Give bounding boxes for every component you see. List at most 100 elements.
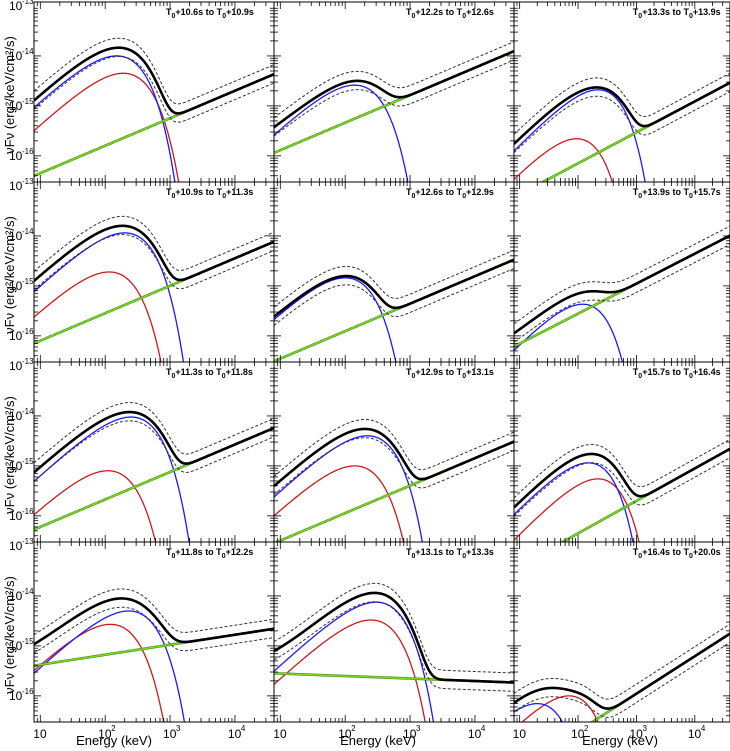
panel: T0+12.9s to T0+13.1s bbox=[273, 361, 515, 543]
y-tick-label: 10 bbox=[9, 329, 23, 343]
x-tick-label-exp: 2 bbox=[111, 724, 116, 733]
curves bbox=[34, 215, 274, 362]
curves bbox=[274, 41, 514, 182]
total-model-line bbox=[274, 258, 514, 318]
panel-title: T0+12.9s to T0+13.1s bbox=[406, 367, 494, 380]
panel-title: T0+12.2s to T0+12.6s bbox=[406, 7, 494, 20]
extra-component-line bbox=[514, 138, 613, 182]
upper-bound-line bbox=[274, 582, 514, 674]
curves bbox=[514, 225, 730, 362]
y-tick-label-exp: -14 bbox=[22, 587, 34, 596]
x-tick-label: 10 bbox=[228, 727, 242, 741]
x-tick-label-exp: 2 bbox=[584, 724, 589, 733]
main-band-line bbox=[514, 303, 624, 362]
total-model-line bbox=[274, 427, 514, 488]
y-tick-label: 10 bbox=[9, 359, 23, 373]
extra-component-line bbox=[514, 478, 640, 542]
curves bbox=[514, 72, 730, 182]
panel-title: T0+11.3s to T0+11.8s bbox=[166, 367, 253, 380]
lower-bound-line bbox=[34, 606, 274, 654]
main-band-line bbox=[34, 232, 185, 362]
upper-bound-line bbox=[34, 402, 274, 464]
lower-bound-line bbox=[514, 642, 730, 718]
upper-bound-line bbox=[514, 623, 730, 700]
y-tick-label: 10 bbox=[9, 539, 23, 553]
panel-frame bbox=[273, 181, 515, 363]
lower-bound-line bbox=[514, 243, 730, 343]
y-tick-label: 10 bbox=[9, 149, 23, 163]
y-tick-label-exp: -13 bbox=[22, 0, 34, 6]
x-tick-label-exp: 4 bbox=[241, 724, 246, 733]
total-model-line bbox=[34, 46, 274, 115]
lower-bound-line bbox=[274, 601, 514, 692]
panel-frame bbox=[273, 1, 515, 183]
extra-component-line bbox=[34, 271, 162, 362]
panel-frame bbox=[33, 541, 275, 723]
curves bbox=[34, 37, 274, 182]
extra-component-line bbox=[521, 695, 599, 722]
y-tick-label: 10 bbox=[9, 689, 23, 703]
x-tick-label: 10 bbox=[163, 727, 177, 741]
x-tick-label-exp: 4 bbox=[701, 724, 706, 733]
upper-bound-line bbox=[34, 37, 274, 105]
x-tick-label: 10 bbox=[629, 727, 643, 741]
panel-title: T0+11.8s to T0+12.2s bbox=[166, 547, 253, 560]
panel-frame bbox=[513, 541, 730, 723]
main-band-line bbox=[34, 55, 176, 182]
panel: 10 10 2 10 3 10 4T0+16.4s to T0+20.0s bbox=[513, 541, 730, 741]
main-band-line bbox=[34, 610, 186, 722]
total-model-line bbox=[274, 49, 514, 129]
upper-bound-line bbox=[34, 215, 274, 272]
y-tick-label: 10 bbox=[9, 99, 23, 113]
x-axis-label: Energy (keV) bbox=[340, 733, 416, 748]
y-tick-label: 10 bbox=[9, 0, 23, 13]
total-model-line bbox=[514, 447, 730, 509]
panel: T0+13.9s to T0+15.7s bbox=[513, 181, 730, 363]
main-band-line bbox=[274, 435, 423, 542]
main-band-line bbox=[274, 84, 409, 182]
main-band-line bbox=[274, 277, 397, 362]
lower-bound-line bbox=[274, 437, 514, 496]
x-tick-label: 10 bbox=[571, 727, 585, 741]
y-tick-label: 10 bbox=[9, 409, 23, 423]
panel: T0+12.6s to T0+12.9s bbox=[273, 181, 515, 363]
x-tick-label: 10 bbox=[338, 727, 352, 741]
lower-bound-line bbox=[34, 234, 274, 291]
x-tick-label: 10 bbox=[33, 727, 47, 741]
y-tick-label-exp: -16 bbox=[22, 507, 34, 516]
total-model-line bbox=[514, 632, 730, 710]
y-tick-label-exp: -14 bbox=[22, 227, 34, 236]
y-tick-label: 10 bbox=[9, 459, 23, 473]
y-axis-label: νFν (erg²/keV/cm²/s) bbox=[2, 36, 17, 154]
x-tick-label: 10 bbox=[688, 727, 702, 741]
y-tick-label: 10 bbox=[9, 229, 23, 243]
x-axis-label: Energy (keV) bbox=[582, 733, 658, 748]
extra-component-line bbox=[274, 465, 405, 542]
curves bbox=[274, 249, 514, 362]
y-tick-label-exp: -15 bbox=[22, 637, 34, 646]
upper-bound-line bbox=[514, 225, 730, 325]
y-tick-label-exp: -13 bbox=[22, 357, 34, 366]
extra-component-line bbox=[34, 470, 157, 542]
y-tick-label-exp: -13 bbox=[22, 177, 34, 186]
y-tick-label: 10 bbox=[9, 49, 23, 63]
main-band-line bbox=[514, 89, 646, 182]
y-tick-label-exp: -13 bbox=[22, 537, 34, 546]
y-tick-label: 10 bbox=[9, 279, 23, 293]
panel-title: T0+10.6s to T0+10.9s bbox=[166, 7, 254, 20]
y-axis-label: νFν (erg²/keV/cm²/s) bbox=[2, 576, 17, 694]
panel-title: T0+10.9s to T0+11.3s bbox=[166, 187, 253, 200]
x-tick-label-exp: 3 bbox=[642, 724, 647, 733]
main-band-line bbox=[34, 416, 190, 542]
x-tick-label-exp: 4 bbox=[481, 724, 486, 733]
x-tick-label: 10 bbox=[513, 727, 527, 741]
panel-title: T0+13.3s to T0+13.9s bbox=[633, 7, 721, 20]
y-tick-label-exp: -15 bbox=[22, 457, 34, 466]
x-axis-label: Energy (keV) bbox=[76, 733, 152, 748]
lower-bound-line bbox=[514, 91, 730, 154]
y-tick-label-exp: -14 bbox=[22, 407, 34, 416]
